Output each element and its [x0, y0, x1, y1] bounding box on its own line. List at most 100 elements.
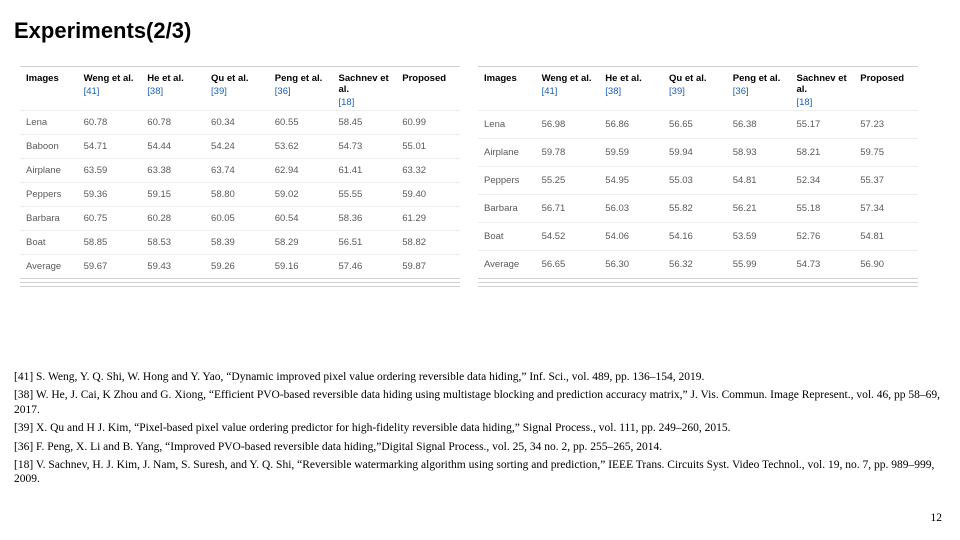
cell-value: 55.01	[396, 135, 460, 159]
column-ref: [39]	[211, 84, 263, 97]
cell-value: 63.74	[205, 159, 269, 183]
reference-item: [38] W. He, J. Cai, K Zhou and G. Xiong,…	[14, 388, 946, 417]
row-label: Average	[478, 251, 536, 279]
cell-value: 53.59	[727, 223, 791, 251]
cell-value: 56.71	[536, 195, 600, 223]
cell-value: 59.16	[269, 255, 333, 279]
column-label: Images	[484, 73, 517, 84]
results-table-left: ImagesWeng et al.[41]He et al.[38]Qu et …	[20, 66, 460, 287]
results-table-right: ImagesWeng et al.[41]He et al.[38]Qu et …	[478, 66, 918, 287]
cell-value: 52.34	[791, 167, 855, 195]
cell-value: 54.52	[536, 223, 600, 251]
row-label: Boat	[20, 231, 78, 255]
cell-value: 54.81	[854, 223, 918, 251]
column-ref: [38]	[147, 84, 199, 97]
cell-value: 59.75	[854, 139, 918, 167]
cell-value: 56.30	[599, 251, 663, 279]
column-label: Peng et al.	[733, 73, 781, 84]
cell-value: 54.24	[205, 135, 269, 159]
column-header: Qu et al.[39]	[205, 67, 269, 111]
cell-value: 59.40	[396, 183, 460, 207]
cell-value: 59.15	[141, 183, 205, 207]
cell-value: 61.41	[333, 159, 397, 183]
column-label: Qu et al.	[669, 73, 706, 84]
cell-value: 55.25	[536, 167, 600, 195]
column-header: Sachnev et al.[18]	[333, 67, 397, 111]
cell-value: 58.21	[791, 139, 855, 167]
column-header: Sachnev et al.[18]	[791, 67, 855, 111]
cell-value: 59.43	[141, 255, 205, 279]
cell-value: 54.44	[141, 135, 205, 159]
cell-value: 55.37	[854, 167, 918, 195]
cell-value: 59.02	[269, 183, 333, 207]
cell-value: 57.46	[333, 255, 397, 279]
cell-value: 59.94	[663, 139, 727, 167]
column-ref: [39]	[669, 84, 721, 97]
cell-value: 56.98	[536, 111, 600, 139]
column-ref: [18]	[339, 95, 391, 108]
cell-value: 55.55	[333, 183, 397, 207]
cell-value: 55.17	[791, 111, 855, 139]
column-label: He et al.	[147, 73, 183, 84]
cell-value: 54.16	[663, 223, 727, 251]
table-row: Peppers55.2554.9555.0354.8152.3455.37	[478, 167, 918, 195]
row-label: Barbara	[478, 195, 536, 223]
cell-value: 55.99	[727, 251, 791, 279]
column-ref: [38]	[605, 84, 657, 97]
column-ref: [36]	[275, 84, 327, 97]
cell-value: 59.78	[536, 139, 600, 167]
column-header: Images	[20, 67, 78, 111]
cell-value: 56.90	[854, 251, 918, 279]
reference-item: [36] F. Peng, X. Li and B. Yang, “Improv…	[14, 440, 946, 454]
table-row: Barbara60.7560.2860.0560.5458.3661.29	[20, 207, 460, 231]
cell-value: 62.94	[269, 159, 333, 183]
column-header: Proposed	[396, 67, 460, 111]
cell-value: 60.54	[269, 207, 333, 231]
cell-value: 63.38	[141, 159, 205, 183]
row-label: Peppers	[478, 167, 536, 195]
cell-value: 58.53	[141, 231, 205, 255]
column-header: Peng et al.[36]	[727, 67, 791, 111]
cell-value: 53.62	[269, 135, 333, 159]
column-header: Images	[478, 67, 536, 111]
cell-value: 57.23	[854, 111, 918, 139]
column-header: Peng et al.[36]	[269, 67, 333, 111]
column-header: He et al.[38]	[599, 67, 663, 111]
cell-value: 56.65	[663, 111, 727, 139]
table-row: Boat54.5254.0654.1653.5952.7654.81	[478, 223, 918, 251]
column-label: Peng et al.	[275, 73, 323, 84]
cell-value: 58.85	[78, 231, 142, 255]
column-label: Proposed	[860, 73, 904, 84]
column-ref: [41]	[542, 84, 594, 97]
row-label: Barbara	[20, 207, 78, 231]
cell-value: 56.21	[727, 195, 791, 223]
cell-value: 56.38	[727, 111, 791, 139]
table-row: Baboon54.7154.4454.2453.6254.7355.01	[20, 135, 460, 159]
column-header: Qu et al.[39]	[663, 67, 727, 111]
column-label: Weng et al.	[84, 73, 134, 84]
cell-value: 58.29	[269, 231, 333, 255]
cell-value: 58.45	[333, 111, 397, 135]
column-header: He et al.[38]	[141, 67, 205, 111]
column-label: Sachnev et al.	[339, 73, 389, 95]
column-label: He et al.	[605, 73, 641, 84]
cell-value: 59.59	[599, 139, 663, 167]
table-row: Peppers59.3659.1558.8059.0255.5559.40	[20, 183, 460, 207]
row-label: Airplane	[20, 159, 78, 183]
cell-value: 58.80	[205, 183, 269, 207]
page-title: Experiments(2/3)	[0, 0, 960, 44]
column-header: Weng et al.[41]	[536, 67, 600, 111]
cell-value: 52.76	[791, 223, 855, 251]
cell-value: 56.51	[333, 231, 397, 255]
cell-value: 59.26	[205, 255, 269, 279]
column-label: Sachnev et al.	[797, 73, 847, 95]
cell-value: 54.95	[599, 167, 663, 195]
reference-item: [41] S. Weng, Y. Q. Shi, W. Hong and Y. …	[14, 370, 946, 384]
cell-value: 58.82	[396, 231, 460, 255]
cell-value: 56.03	[599, 195, 663, 223]
column-ref: [41]	[84, 84, 136, 97]
cell-value: 56.86	[599, 111, 663, 139]
cell-value: 63.59	[78, 159, 142, 183]
cell-value: 57.34	[854, 195, 918, 223]
cell-value: 60.78	[141, 111, 205, 135]
